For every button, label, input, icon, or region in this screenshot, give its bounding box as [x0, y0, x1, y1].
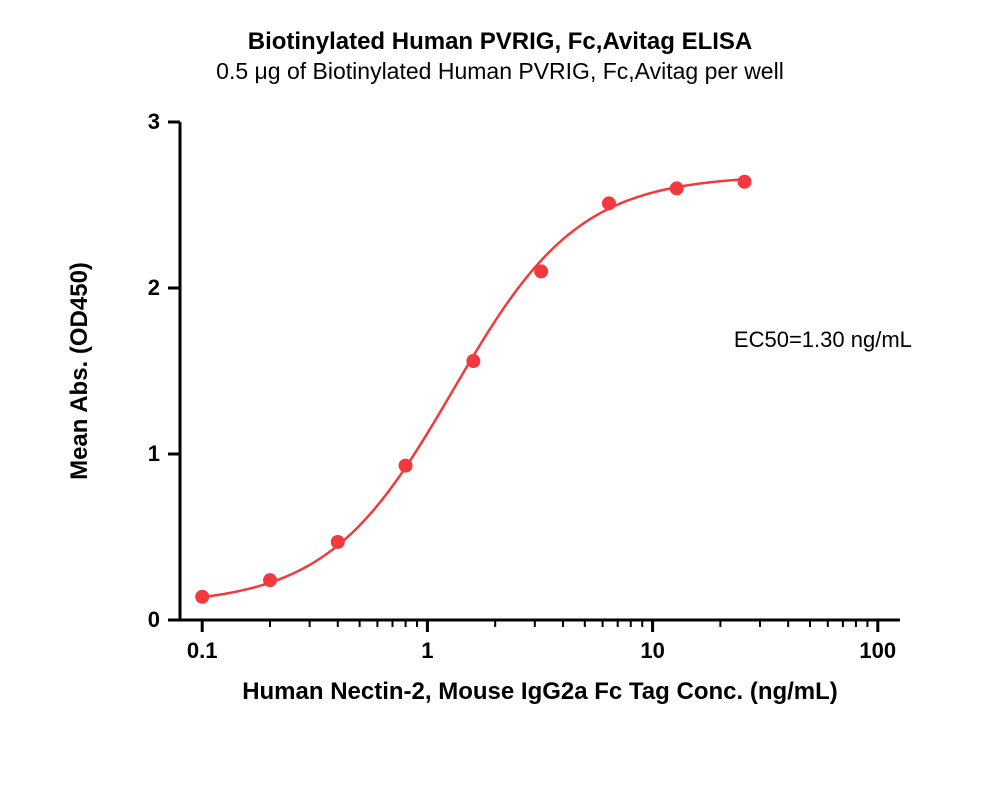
y-tick-label: 2 [120, 275, 160, 301]
x-tick-label: 0.1 [187, 638, 218, 664]
plot-area [160, 102, 920, 640]
ec50-annotation: EC50=1.30 ng/mL [734, 327, 912, 353]
chart-subtitle: 0.5 μg of Biotinylated Human PVRIG, Fc,A… [0, 58, 1000, 85]
plot-svg [160, 102, 920, 640]
title-block: Biotinylated Human PVRIG, Fc,Avitag ELIS… [0, 28, 1000, 85]
x-axis-label: Human Nectin-2, Mouse IgG2a Fc Tag Conc.… [180, 678, 900, 706]
y-tick-label: 3 [120, 109, 160, 135]
x-tick-label: 100 [859, 638, 896, 664]
y-tick-label: 1 [120, 441, 160, 467]
chart-container: Biotinylated Human PVRIG, Fc,Avitag ELIS… [0, 0, 1000, 791]
y-tick-label: 0 [120, 607, 160, 633]
x-tick-label: 10 [640, 638, 664, 664]
x-tick-label: 1 [421, 638, 433, 664]
chart-title: Biotinylated Human PVRIG, Fc,Avitag ELIS… [0, 28, 1000, 56]
y-axis-label: Mean Abs. (OD450) [66, 221, 94, 521]
